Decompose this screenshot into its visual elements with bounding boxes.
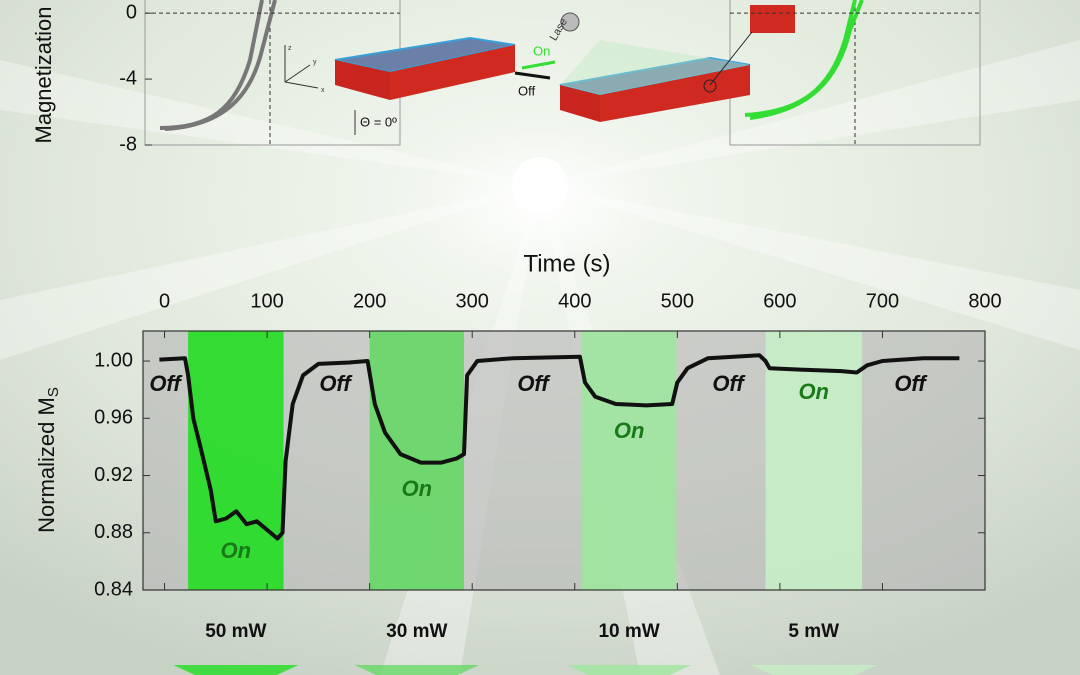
axis-label: y <box>313 59 317 66</box>
y-axis-label: Magnetization <box>31 7 56 144</box>
off-label: Off <box>518 83 535 98</box>
on-label: On <box>798 379 829 404</box>
laser-indicator <box>173 665 299 675</box>
y-tick-label: 0.92 <box>94 464 133 486</box>
x-tick-label: 500 <box>661 290 694 312</box>
laser-head <box>560 12 580 32</box>
zoom-box <box>750 5 795 33</box>
laser-beam <box>560 40 750 95</box>
x-tick-label: 800 <box>968 290 1001 312</box>
x-tick-label: 400 <box>558 290 591 312</box>
zoom-circle <box>703 79 717 93</box>
power-label: 5 mW <box>788 621 839 642</box>
y-tick-label: 0.88 <box>94 521 133 543</box>
axis-label: x <box>321 87 325 94</box>
y-axis-label: Normalized MS <box>34 387 62 533</box>
zoom-line <box>709 31 753 86</box>
x-tick-label: 100 <box>250 290 283 312</box>
light-flare <box>512 157 568 213</box>
film-side <box>560 85 600 122</box>
hysteresis-loop <box>159 0 277 131</box>
laser-indicator <box>354 665 480 675</box>
y-tick-label: 0.96 <box>94 407 133 429</box>
data-line <box>159 353 960 541</box>
hysteresis-loop <box>744 0 864 120</box>
axis-y <box>284 64 311 83</box>
x-tick-label: 700 <box>866 290 899 312</box>
film-side <box>335 60 390 100</box>
y-axis-label-sub: S <box>45 387 62 397</box>
laser-indicator <box>566 665 692 675</box>
on-label: On <box>533 43 550 58</box>
on-label: On <box>402 476 433 501</box>
on-label: On <box>221 538 252 563</box>
axis-label: z <box>288 45 292 52</box>
off-label: Off <box>712 371 746 396</box>
power-label: 30 mW <box>386 621 447 642</box>
arrow-on <box>521 60 556 70</box>
arrow-off <box>514 71 551 80</box>
x-tick-label: 0 <box>159 290 170 312</box>
off-label: Off <box>319 371 353 396</box>
x-tick-label: 200 <box>353 290 386 312</box>
angle-label: Θ = 0º <box>360 114 397 129</box>
y-tick-label: 0.84 <box>94 578 133 600</box>
axis-x <box>284 81 319 89</box>
y-tick-label: -4 <box>119 67 137 89</box>
off-label: Off <box>149 371 183 396</box>
on-region <box>765 331 862 590</box>
film-side <box>390 45 515 100</box>
power-label: 10 mW <box>598 621 659 642</box>
off-label: Off <box>517 371 551 396</box>
power-label: 50 mW <box>205 621 266 642</box>
off-label: Off <box>894 371 928 396</box>
on-region <box>581 331 677 590</box>
y-axis-label-main: Normalized M <box>34 397 59 533</box>
y-tick-label: -8 <box>119 133 137 155</box>
x-tick-label: 300 <box>456 290 489 312</box>
y-tick-label: 0 <box>126 1 137 23</box>
on-label: On <box>614 418 645 443</box>
y-tick-label: 1.00 <box>94 349 133 371</box>
x-tick-label: 600 <box>763 290 796 312</box>
laser-indicator <box>750 665 877 675</box>
x-axis-label: Time (s) <box>523 250 610 277</box>
plot-frame <box>142 330 986 591</box>
film-side <box>600 65 750 122</box>
